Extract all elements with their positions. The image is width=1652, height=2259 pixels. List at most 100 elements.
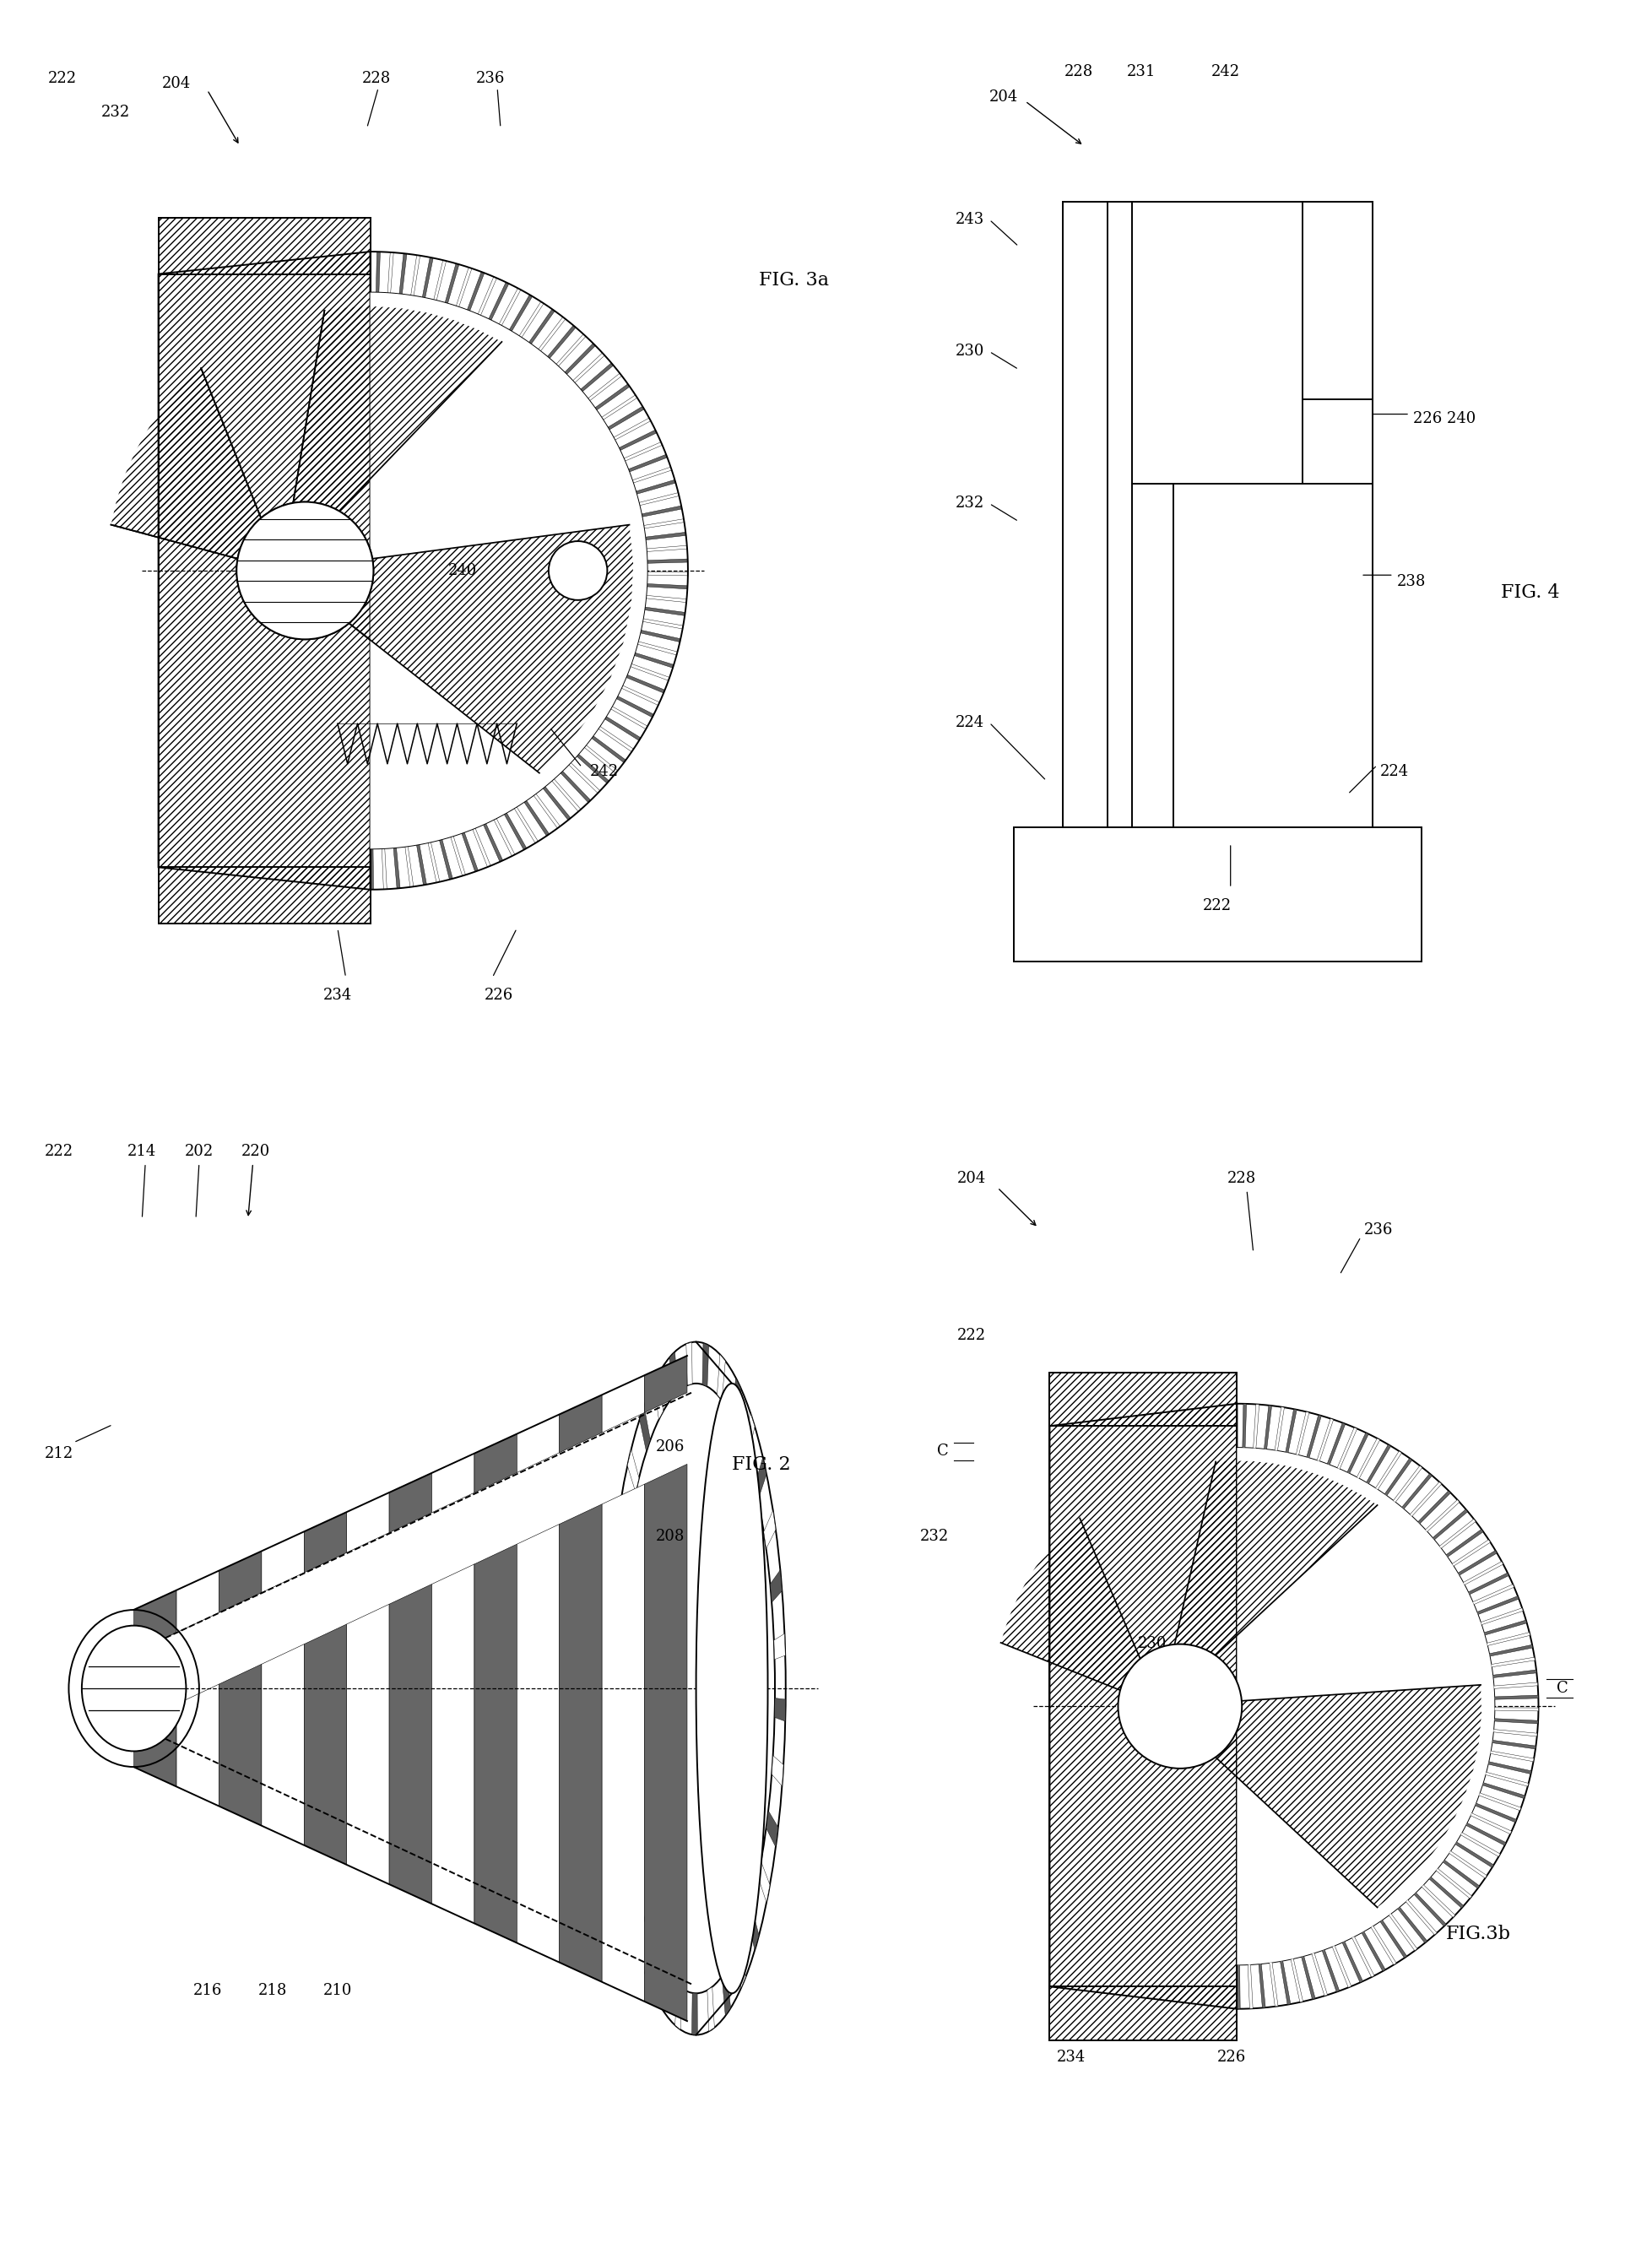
Polygon shape [489,282,509,321]
Polygon shape [638,642,677,655]
Text: C: C [937,1444,948,1459]
Polygon shape [220,1665,261,1825]
Polygon shape [1493,1708,1538,1710]
Polygon shape [451,836,466,876]
Polygon shape [1396,1907,1427,1943]
Text: 242: 242 [1211,66,1239,79]
Polygon shape [1474,1803,1517,1823]
Polygon shape [261,1532,304,1593]
Polygon shape [730,1378,740,1425]
Polygon shape [1361,1931,1384,1972]
Polygon shape [621,1852,633,1893]
Polygon shape [1269,1963,1277,2006]
Polygon shape [421,258,433,298]
Polygon shape [1341,1940,1363,1983]
Text: 232: 232 [919,1529,948,1543]
Polygon shape [611,1559,623,1593]
Polygon shape [644,1936,654,1983]
Polygon shape [482,822,502,863]
Polygon shape [628,1450,639,1493]
Polygon shape [560,770,590,802]
Bar [1013,827,1421,962]
Polygon shape [755,1457,767,1500]
Text: 204: 204 [990,88,1018,104]
Polygon shape [608,1746,620,1776]
Text: 234: 234 [1056,2049,1085,2065]
Polygon shape [517,1414,558,1473]
Polygon shape [644,1464,687,2022]
Text: 222: 222 [45,1145,73,1159]
Polygon shape [623,443,662,461]
Polygon shape [591,736,626,764]
Bar [1132,483,1173,827]
Polygon shape [674,1986,682,2029]
Text: 226: 226 [1218,2049,1246,2065]
Polygon shape [1492,1739,1535,1748]
Polygon shape [743,1412,755,1457]
Polygon shape [1467,1572,1508,1595]
Ellipse shape [236,501,373,639]
Text: 228: 228 [362,72,392,86]
Polygon shape [370,291,648,849]
Text: 206: 206 [654,1439,684,1455]
Polygon shape [509,294,532,332]
Polygon shape [1236,1965,1239,2008]
Polygon shape [1417,1491,1450,1525]
Polygon shape [1487,1762,1531,1773]
Text: 238: 238 [1396,574,1426,590]
Polygon shape [539,316,565,350]
Polygon shape [1485,1633,1530,1647]
Polygon shape [1493,1683,1536,1690]
Polygon shape [400,253,406,294]
Polygon shape [747,1907,758,1950]
Polygon shape [1470,1814,1512,1834]
Polygon shape [1322,1950,1338,1992]
Polygon shape [431,1453,474,1514]
Polygon shape [220,1552,261,1613]
Bar [1013,827,1421,962]
Polygon shape [1432,1509,1467,1541]
Polygon shape [631,1900,643,1943]
Text: 236: 236 [476,72,506,86]
Polygon shape [601,1376,644,1432]
Polygon shape [572,352,605,384]
Polygon shape [477,278,497,316]
Polygon shape [555,334,585,366]
Polygon shape [1465,1823,1505,1846]
Text: 222: 222 [957,1328,985,1342]
Polygon shape [1247,1965,1252,2008]
Polygon shape [1236,1448,1493,1965]
Polygon shape [717,1355,725,1401]
Bar [1062,201,1371,827]
Polygon shape [646,544,687,551]
Polygon shape [1472,1584,1513,1604]
Polygon shape [601,395,638,420]
Polygon shape [621,684,659,705]
Polygon shape [775,1699,785,1721]
Text: 218: 218 [258,1983,287,1997]
Polygon shape [431,1563,474,1922]
Polygon shape [134,1703,177,1787]
Polygon shape [758,1861,770,1902]
Polygon shape [1285,1410,1297,1453]
Polygon shape [1460,1832,1500,1857]
Polygon shape [634,653,674,669]
Polygon shape [606,1687,618,1710]
Polygon shape [770,1570,781,1602]
Polygon shape [134,1590,177,1654]
Polygon shape [639,630,681,642]
Polygon shape [524,800,548,836]
Polygon shape [735,1943,745,1988]
Polygon shape [1242,1403,1246,1448]
Polygon shape [433,260,446,300]
Polygon shape [177,1685,220,1807]
Polygon shape [1492,1669,1536,1678]
Polygon shape [646,583,687,590]
Polygon shape [771,1755,783,1787]
Text: 222: 222 [1203,899,1231,913]
Ellipse shape [548,542,606,601]
Polygon shape [1300,1956,1315,1999]
Polygon shape [1259,1963,1265,2008]
Polygon shape [504,813,527,849]
Polygon shape [474,1434,517,1493]
